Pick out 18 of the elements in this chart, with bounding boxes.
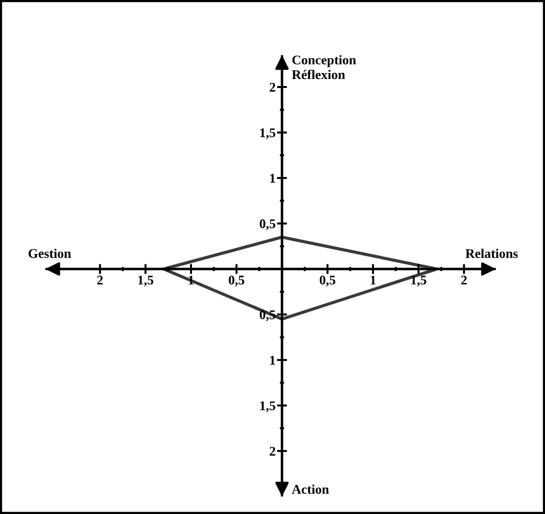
x-tick-label: 1 — [370, 276, 376, 284]
y-tick-label: 1 — [270, 174, 276, 183]
annotation: Conception Réflexion — [292, 55, 356, 80]
y-tick-label: 2 — [270, 446, 276, 456]
x-tick-label: 0,5 — [320, 276, 336, 286]
x-tick-label: 0,5 — [228, 276, 244, 286]
y-tick-label: 1,5 — [260, 401, 276, 412]
x-tick-label: 2 — [97, 276, 103, 284]
annotation: Relations — [466, 248, 518, 258]
y-tick-label: 1 — [270, 356, 276, 365]
y-tick-label: 2 — [270, 82, 276, 92]
x-tick-label: 1,5 — [411, 276, 426, 286]
y-tick-label: 0,5 — [260, 219, 276, 230]
annotation: Gestion — [28, 248, 71, 258]
y-tick-label: 1,5 — [260, 128, 276, 140]
annotation: Action — [292, 484, 329, 494]
x-tick-label: 2 — [461, 276, 467, 284]
x-tick-label: 1,5 — [138, 276, 154, 286]
